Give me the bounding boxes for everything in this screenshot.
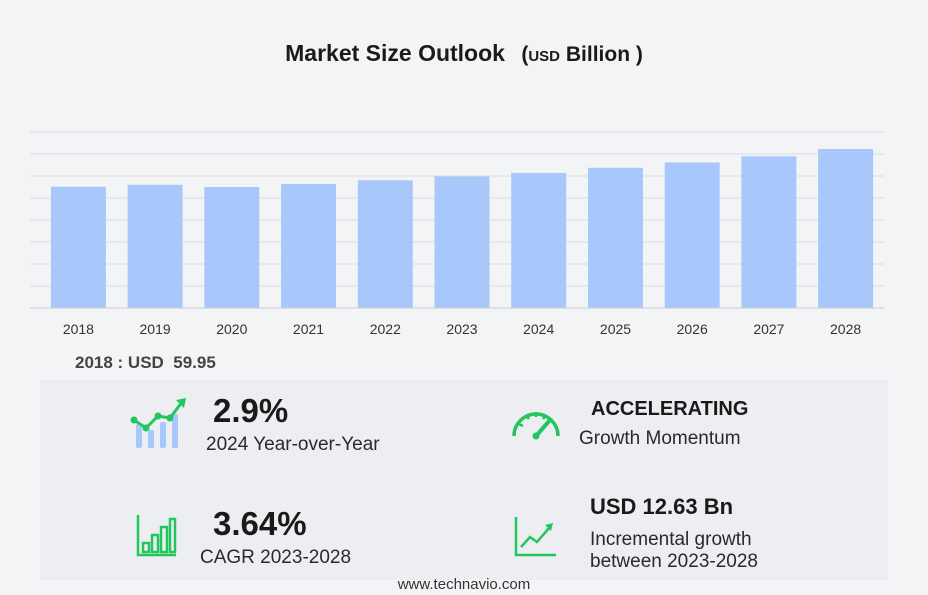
unit-currency: USD bbox=[528, 48, 561, 65]
bar-2028 bbox=[818, 149, 874, 308]
x-tick-label: 2018 bbox=[63, 321, 94, 337]
incremental-label-2: between 2023-2028 bbox=[590, 551, 758, 572]
yoy-stat: 2.9% bbox=[213, 392, 288, 430]
yoy-value: 2.9% bbox=[213, 392, 289, 429]
x-tick-label: 2020 bbox=[216, 321, 247, 337]
momentum-caption: Growth Momentum bbox=[579, 428, 741, 450]
x-tick-label: 2023 bbox=[446, 321, 477, 337]
bar-2027 bbox=[741, 156, 797, 308]
bar-2018 bbox=[50, 186, 106, 308]
bar-2019 bbox=[127, 184, 183, 308]
stats-panel bbox=[40, 380, 888, 580]
speedometer-icon bbox=[512, 412, 560, 440]
x-tick-label: 2026 bbox=[677, 321, 708, 337]
x-tick-label: 2027 bbox=[753, 321, 784, 337]
bar-chart: 2018 2019 2020 2021 2022 2023 2024 2025 2026 2027… bbox=[30, 131, 884, 337]
yoy-label: 2024 Year-over-Year bbox=[206, 434, 380, 455]
x-tick-label: 2024 bbox=[523, 321, 554, 337]
cagr-label: CAGR 2023-2028 bbox=[200, 547, 352, 568]
growth-bars-icon bbox=[130, 398, 186, 448]
momentum-value: ACCELERATING bbox=[591, 398, 749, 420]
x-tick-label: 2025 bbox=[600, 321, 631, 337]
bar-2021 bbox=[281, 184, 336, 308]
incremental-stat: USD 12.63 Bn bbox=[590, 494, 733, 520]
yoy-caption: 2024 Year-over-Year bbox=[206, 434, 380, 456]
bar-2020 bbox=[204, 187, 260, 308]
incremental-label-1: Incremental growth bbox=[590, 529, 752, 550]
incremental-value: USD 12.63 Bn bbox=[590, 494, 734, 519]
cagr-stat: 3.64% bbox=[213, 505, 307, 543]
momentum-label: Growth Momentum bbox=[579, 428, 741, 449]
x-tick-label: 2019 bbox=[140, 321, 171, 337]
chart-unit: (USD Billion ) bbox=[521, 43, 643, 66]
trend-line-icon bbox=[514, 517, 556, 557]
bar-2025 bbox=[588, 167, 643, 308]
chart-title-text: Market Size Outlook bbox=[285, 40, 505, 66]
chart-bars bbox=[50, 149, 874, 308]
x-tick-label: 2021 bbox=[293, 321, 324, 337]
x-tick-label: 2022 bbox=[370, 321, 401, 337]
cagr-caption: CAGR 2023-2028 bbox=[200, 547, 351, 569]
bar-2024 bbox=[511, 172, 567, 308]
bar-2022 bbox=[357, 180, 413, 308]
bar-chart-icon bbox=[136, 515, 177, 557]
x-axis-labels: 2018 2019 2020 2021 2022 2023 2024 2025 2026 2027… bbox=[63, 321, 862, 337]
cagr-value: 3.64% bbox=[213, 505, 307, 542]
source-footer: www.technavio.com bbox=[397, 576, 531, 593]
bar-2026 bbox=[664, 162, 720, 308]
chart-title: Market Size Outlook (USD Billion ) bbox=[0, 40, 928, 67]
incremental-caption: Incremental growth between 2023-2028 bbox=[590, 529, 758, 573]
x-tick-label: 2028 bbox=[830, 321, 861, 337]
unit-scale: Billion bbox=[565, 43, 631, 66]
momentum-stat: ACCELERATING bbox=[591, 398, 748, 421]
bar-2023 bbox=[434, 176, 490, 308]
base-year-value: 2018 : USD 59.95 bbox=[75, 353, 216, 372]
